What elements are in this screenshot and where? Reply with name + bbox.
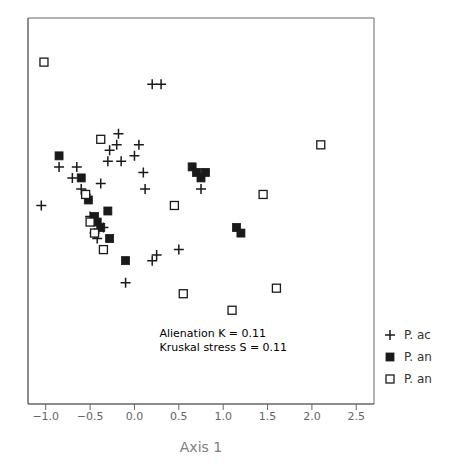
svg-text:−1.0: −1.0 [32, 410, 59, 423]
svg-text:2.0: 2.0 [303, 410, 321, 423]
html-text:Alienation K = 0.11 Kruskal st: Alienation K = 0.11 Kruskal stress S = 0… [159, 326, 288, 354]
html-text:P. an: P. an [404, 350, 432, 364]
html-text:P. an: P. an [404, 372, 432, 386]
svg-text:0.5: 0.5 [170, 410, 188, 423]
svg-text:Axis 1: Axis 1 [180, 439, 222, 455]
svg-text:−0.5: −0.5 [77, 410, 104, 423]
html-text:P. ac: P. ac [404, 328, 431, 342]
svg-text:0.0: 0.0 [126, 410, 144, 423]
svg-text:2.5: 2.5 [348, 410, 366, 423]
svg-text:1.5: 1.5 [259, 410, 277, 423]
svg-text:1.0: 1.0 [214, 410, 232, 423]
